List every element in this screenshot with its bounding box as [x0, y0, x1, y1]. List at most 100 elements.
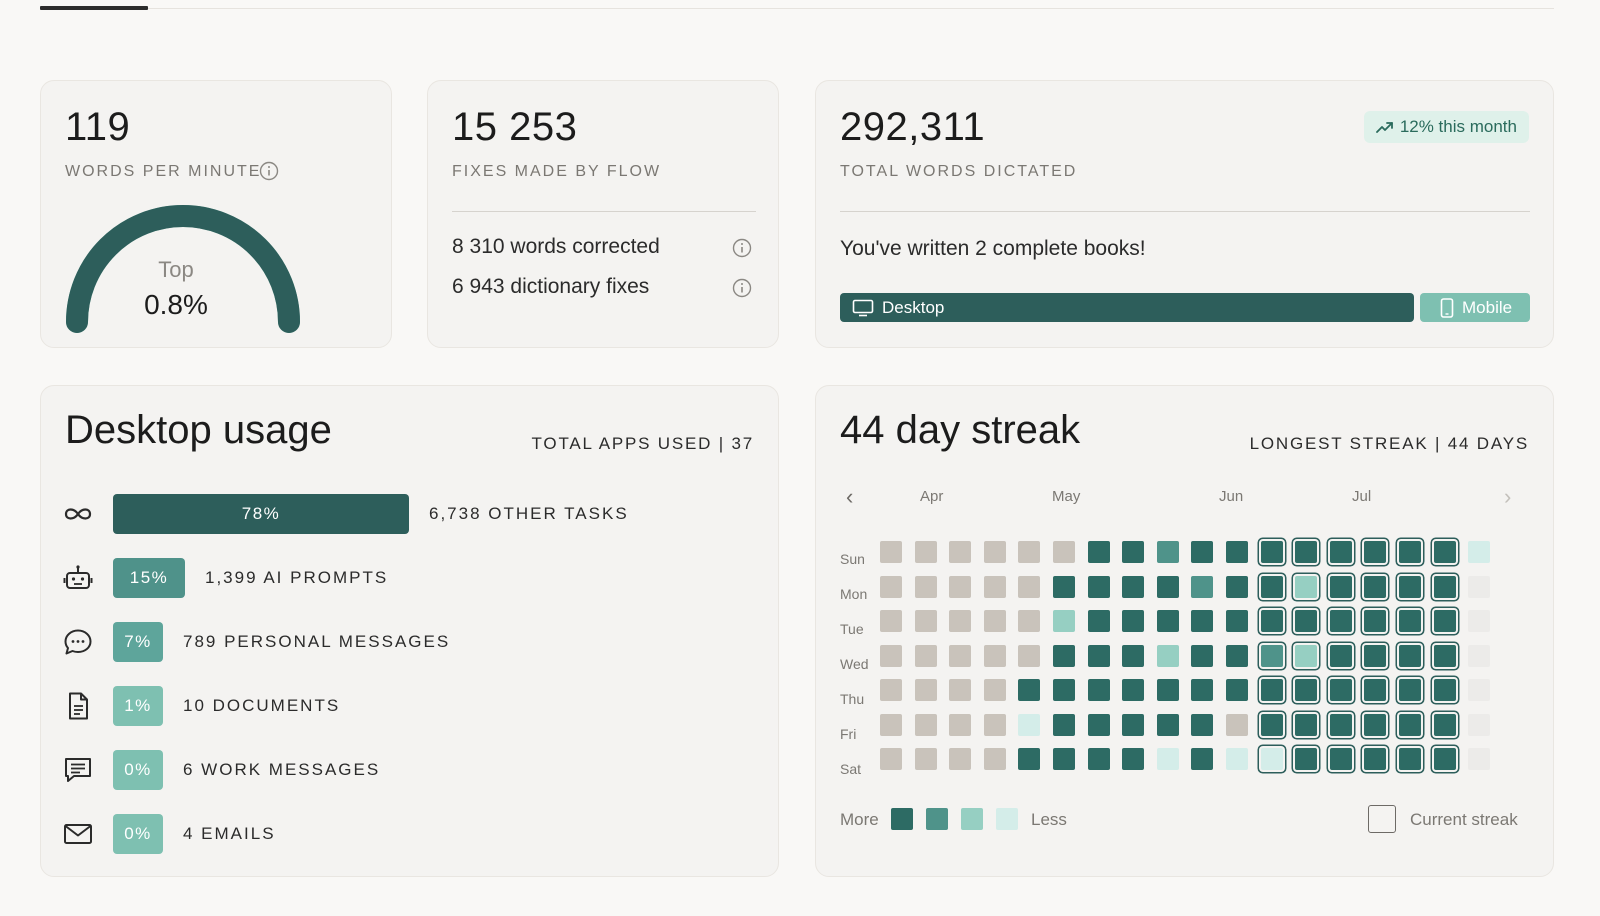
streak-day-cell: [1018, 610, 1041, 632]
usage-row: 1% 10 DOCUMENTS: [63, 686, 743, 726]
info-icon[interactable]: [259, 161, 279, 181]
streak-day-cell: [1018, 713, 1041, 736]
streak-day-cell: [1191, 610, 1214, 632]
streak-day-cell: [880, 748, 902, 770]
streak-day-cell: [1295, 679, 1318, 701]
streak-day-cell: [1433, 748, 1456, 770]
streak-day-cell: [949, 748, 972, 770]
streak-day-cell: [1156, 748, 1179, 770]
month-label: Jul: [1352, 488, 1372, 505]
document-icon: [69, 692, 88, 720]
total-words-value: 292,311: [840, 105, 986, 149]
streak-day-cell: [1191, 644, 1214, 667]
prev-period-button[interactable]: ‹: [846, 484, 854, 509]
streak-day-cell: [1018, 575, 1041, 598]
streak-day-cell: [1399, 644, 1421, 667]
usage-row: 7% 789 PERSONAL MESSAGES: [63, 622, 743, 662]
current-streak-swatch: [1368, 805, 1396, 833]
legend-swatch: [926, 808, 948, 830]
streak-day-cell: [880, 644, 902, 667]
usage-percent: 0%: [124, 760, 152, 779]
streak-day-cell: [1087, 541, 1110, 563]
streak-day-cell: [983, 679, 1006, 701]
usage-label: 789 PERSONAL MESSAGES: [183, 632, 451, 651]
streak-day-cell: [1399, 748, 1421, 770]
streak-day-cell: [914, 748, 937, 770]
infinity-icon: [64, 508, 92, 520]
tab-underline: [40, 8, 1554, 9]
streak-day-cell: [1468, 748, 1491, 770]
usage-bar: 0%: [113, 814, 163, 854]
streak-day-cell: [983, 644, 1006, 667]
usage-label: 10 DOCUMENTS: [183, 696, 341, 715]
desktop-segment[interactable]: Desktop: [840, 293, 1414, 322]
streak-day-cell: [1156, 541, 1179, 563]
streak-day-cell: [949, 541, 972, 563]
mobile-segment[interactable]: Mobile: [1420, 293, 1530, 322]
desktop-label: Desktop: [882, 297, 945, 317]
legend-less: Less: [1031, 810, 1067, 829]
streak-day-cell: [1468, 644, 1491, 667]
wpm-gauge: [66, 205, 300, 333]
wpm-card: 119 WORDS PER MINUTE Top 0.8%: [40, 80, 392, 348]
streak-day-cell: [1295, 748, 1318, 770]
streak-day-cell: [1399, 610, 1421, 632]
chat-bubble-icon: [64, 629, 92, 655]
streak-day-cell: [1364, 748, 1387, 770]
streak-day-cell: [949, 713, 972, 736]
streak-day-cell: [1018, 679, 1041, 701]
info-icon[interactable]: [732, 238, 752, 258]
usage-percent: 7%: [124, 632, 152, 651]
streak-day-cell: [1468, 713, 1491, 736]
streak-day-cell: [1122, 713, 1145, 736]
total-words-card: 292,311 TOTAL WORDS DICTATED 12% this mo…: [815, 80, 1554, 348]
streak-day-cell: [983, 541, 1006, 563]
streak-day-cell: [983, 713, 1006, 736]
trend-badge: 12% this month: [1363, 111, 1529, 143]
day-label: Sun: [840, 551, 865, 567]
month-label: May: [1052, 488, 1081, 505]
streak-day-cell: [1433, 610, 1456, 632]
legend-swatch: [961, 808, 983, 830]
streak-day-cell: [880, 713, 902, 736]
streak-day-cell: [1364, 541, 1387, 563]
streak-day-cell: [1468, 541, 1491, 563]
streak-day-cell: [914, 541, 937, 563]
streak-day-cell: [1364, 644, 1387, 667]
streak-day-cell: [1087, 610, 1110, 632]
words-corrected-count: 8 310: [452, 235, 505, 258]
streak-day-cell: [1295, 610, 1318, 632]
streak-day-cell: [1295, 644, 1318, 667]
next-period-button[interactable]: ›: [1504, 484, 1512, 509]
streak-day-cell: [1295, 713, 1318, 736]
dictionary-fixes-row: 6 943 dictionary fixes: [452, 275, 649, 299]
streak-day-cell: [1260, 541, 1283, 563]
streak-day-cell: [1156, 575, 1179, 598]
day-label: Fri: [840, 726, 857, 742]
streak-day-cell: [1087, 575, 1110, 598]
usage-percent: 15%: [129, 568, 169, 587]
info-icon[interactable]: [732, 278, 752, 298]
usage-bar: 0%: [113, 750, 163, 790]
streak-day-cell: [1329, 610, 1352, 632]
day-label: Sat: [840, 761, 862, 777]
streak-day-cell: [1226, 575, 1248, 598]
streak-day-cell: [1122, 644, 1145, 667]
usage-row: 78% 6,738 OTHER TASKS: [63, 494, 743, 534]
streak-day-cell: [1364, 713, 1387, 736]
streak-card: 44 day streak LONGEST STREAK | 44 DAYS ‹…: [815, 385, 1554, 877]
gauge-percentile: 0.8%: [144, 289, 208, 320]
streak-day-cell: [1191, 713, 1214, 736]
streak-day-cell: [1329, 575, 1352, 598]
streak-day-cell: [880, 541, 902, 563]
trend-text: 12% this month: [1399, 117, 1517, 136]
streak-day-cell: [880, 575, 902, 598]
usage-label: 1,399 AI PROMPTS: [205, 568, 389, 587]
streak-day-cell: [1087, 748, 1110, 770]
total-words-label: TOTAL WORDS DICTATED: [840, 163, 1078, 180]
streak-day-cell: [880, 679, 902, 701]
current-streak-label: Current streak: [1410, 810, 1518, 829]
monitor-icon: [852, 299, 874, 316]
dictionary-fixes-count: 6 943: [452, 275, 505, 298]
streak-day-cell: [1433, 541, 1456, 563]
